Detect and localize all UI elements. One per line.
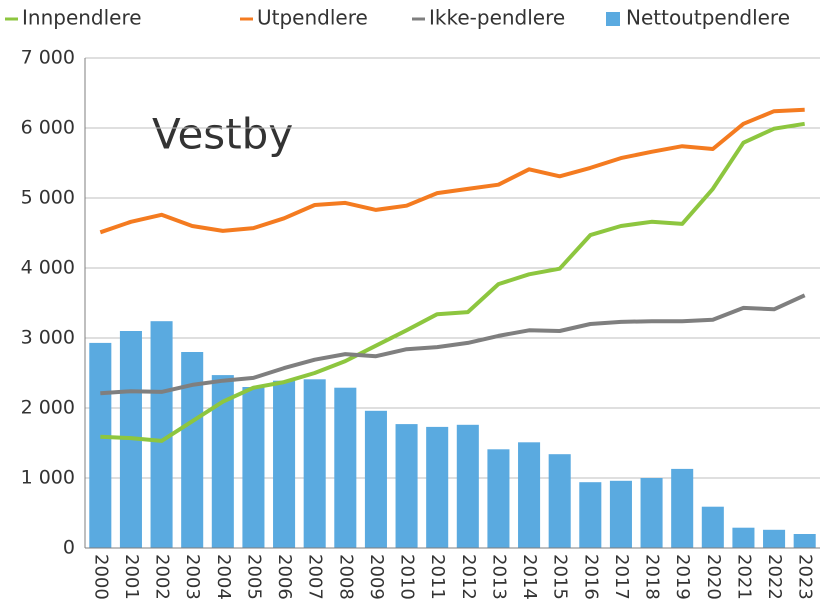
x-tick-label: 2007 <box>305 554 326 600</box>
x-tick-label: 2006 <box>274 554 295 600</box>
x-tick-label: 2023 <box>795 554 816 600</box>
legend-label: Utpendlere <box>257 6 368 30</box>
y-tick-label: 2 000 <box>21 397 75 419</box>
legend-label: Nettoutpendlere <box>626 6 790 30</box>
y-tick-label: 3 000 <box>21 327 75 349</box>
grid <box>85 57 820 549</box>
y-tick-label: 0 <box>63 537 75 559</box>
bar <box>303 379 326 548</box>
bar <box>150 321 173 548</box>
y-tick-label: 4 000 <box>21 257 75 279</box>
legend-label: Innpendlere <box>22 6 142 30</box>
bar <box>518 442 541 548</box>
bar <box>763 529 786 548</box>
bar <box>640 478 663 548</box>
bar <box>609 480 632 548</box>
bar <box>701 506 724 548</box>
x-tick-label: 2002 <box>152 554 173 600</box>
x-tick-label: 2010 <box>397 554 418 600</box>
bar <box>89 342 112 548</box>
x-tick-label: 2018 <box>642 554 663 600</box>
legend-label: Ikke-pendlere <box>429 6 565 30</box>
y-tick-label: 1 000 <box>21 467 75 489</box>
bar <box>732 527 755 548</box>
x-tick-label: 2017 <box>611 554 632 600</box>
x-tick-label: 2009 <box>366 554 387 600</box>
x-tick-label: 2005 <box>243 554 264 600</box>
x-tick-label: 2016 <box>580 554 601 600</box>
bar <box>487 449 510 548</box>
x-tick-label: 2004 <box>213 554 234 600</box>
bar <box>426 426 449 548</box>
bar <box>793 534 816 548</box>
y-tick-label: 6 000 <box>21 117 75 139</box>
bar <box>181 352 204 548</box>
x-tick-label: 2001 <box>121 554 142 600</box>
x-tick-label: 2003 <box>182 554 203 600</box>
y-tick-label: 5 000 <box>21 187 75 209</box>
line <box>99 107 805 235</box>
y-tick-label: 7 000 <box>21 47 75 69</box>
x-tick-label: 2019 <box>672 554 693 600</box>
x-tick-label: 2014 <box>519 554 540 600</box>
bar <box>395 424 418 548</box>
legend-icon <box>606 12 620 26</box>
x-tick-label: 2000 <box>90 554 111 600</box>
bar <box>579 482 602 548</box>
bar <box>242 387 265 548</box>
x-tick-label: 2011 <box>427 554 448 600</box>
bar <box>364 410 387 548</box>
x-tick-label: 2013 <box>488 554 509 600</box>
x-tick-label: 2008 <box>335 554 356 600</box>
annotation: Vestby <box>152 110 293 159</box>
x-tick-label: 2021 <box>733 554 754 600</box>
x-tick-label: 2022 <box>764 554 785 600</box>
bar <box>211 375 234 548</box>
x-tick-label: 2020 <box>703 554 724 600</box>
bar <box>273 380 296 548</box>
x-tick-label: 2012 <box>458 554 479 600</box>
bar <box>334 387 357 548</box>
x-tick-label: 2015 <box>550 554 571 600</box>
bar <box>548 454 571 548</box>
line <box>100 121 806 443</box>
line <box>100 293 806 396</box>
bar <box>456 424 479 548</box>
bar <box>671 468 694 548</box>
